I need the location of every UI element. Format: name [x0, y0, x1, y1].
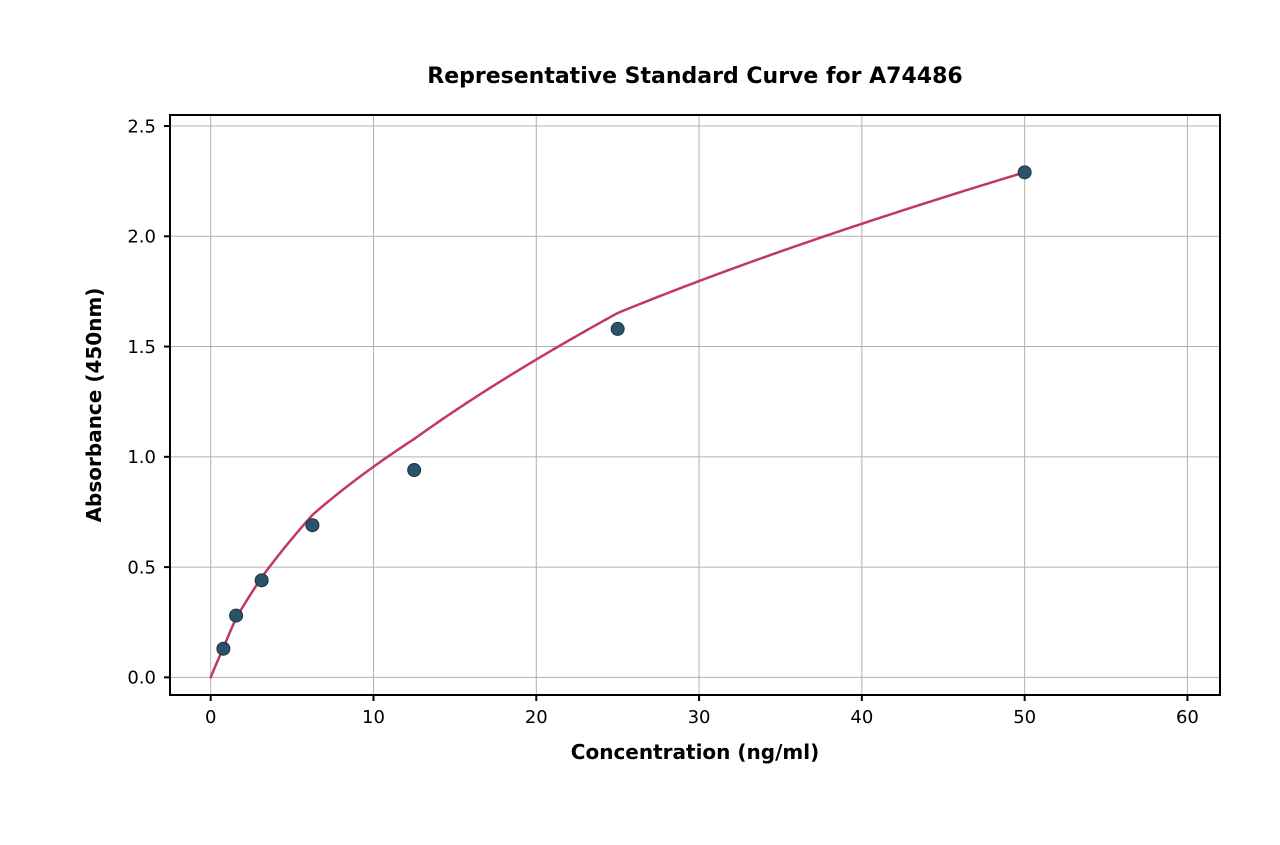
chart-container: 0 10 20 30 40 50 60 0.0 0.5 1.0 1.5 2.0 2.5 Concent…: [0, 0, 1280, 845]
x-axis-label: Concentration (ng/ml): [571, 740, 819, 764]
data-point: [255, 574, 268, 587]
y-tick-label: 1.0: [127, 447, 156, 468]
data-point: [306, 519, 319, 532]
x-tick-label: 40: [850, 707, 873, 728]
x-tick-label: 10: [362, 707, 385, 728]
x-tick-label: 30: [688, 707, 711, 728]
x-tick-label: 50: [1013, 707, 1036, 728]
y-axis-label: Absorbance (450nm): [82, 288, 106, 523]
data-point: [230, 609, 243, 622]
y-tick-label: 0.5: [127, 557, 156, 578]
y-tick-label: 0.0: [127, 668, 156, 689]
data-point: [217, 642, 230, 655]
x-tick-label: 20: [525, 707, 548, 728]
y-tick-label: 2.0: [127, 227, 156, 248]
chart-svg: 0 10 20 30 40 50 60 0.0 0.5 1.0 1.5 2.0 2.5 Concent…: [0, 0, 1280, 845]
data-point: [408, 464, 421, 477]
data-point: [1018, 166, 1031, 179]
y-tick-label: 1.5: [127, 337, 156, 358]
x-tick-label: 60: [1176, 707, 1199, 728]
y-tick-label: 2.5: [127, 116, 156, 137]
chart-title: Representative Standard Curve for A74486: [427, 64, 962, 89]
chart-background: [0, 0, 1280, 845]
data-point: [611, 322, 624, 335]
x-tick-label: 0: [205, 707, 216, 728]
